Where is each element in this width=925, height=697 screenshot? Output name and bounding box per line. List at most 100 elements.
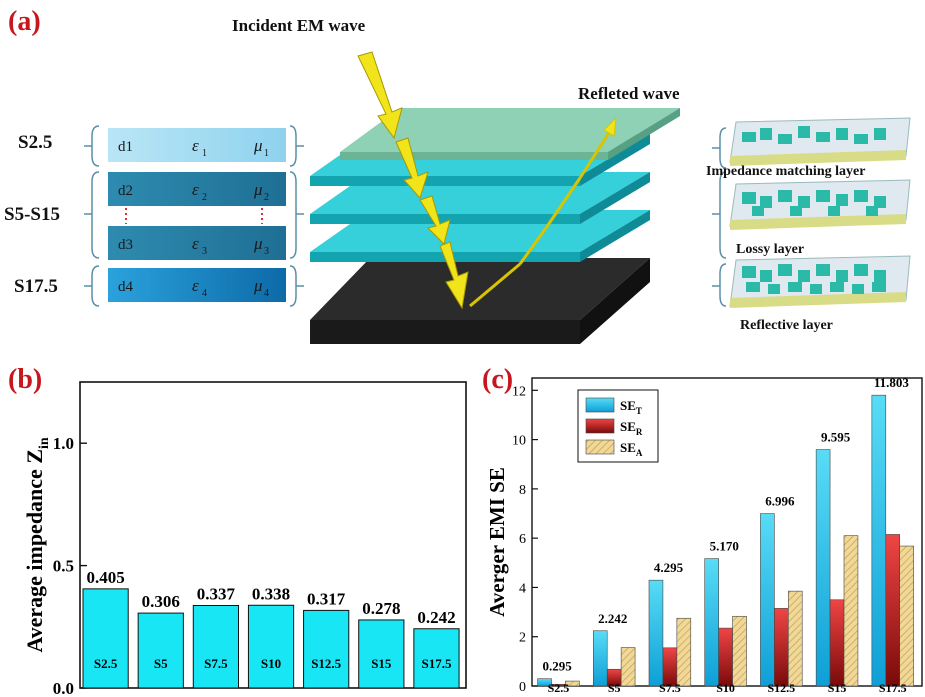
- bar-c-0-5: [815, 449, 831, 687]
- value-label-b-2: 0.337: [197, 585, 236, 604]
- y-tick-label-c-5: 10: [512, 434, 526, 449]
- category-label-c-1: S5: [608, 681, 621, 695]
- value-label-c-4: 6.996: [765, 494, 795, 509]
- param-mu-4-sub: 4: [264, 288, 269, 299]
- param-box-1: [108, 128, 286, 162]
- bar-b-2: [192, 605, 240, 689]
- param-mu-4: μ: [253, 276, 263, 295]
- y-tick-label-c-2: 4: [519, 581, 526, 596]
- category-label-b-1: S5: [154, 656, 168, 671]
- ellipsis-dots: [125, 208, 263, 224]
- param-eps-2-sub: 2: [202, 192, 207, 203]
- bar-b-3: [247, 604, 295, 689]
- value-label-c-2: 4.295: [654, 560, 684, 575]
- category-label-b-5: S15: [371, 656, 392, 671]
- panel-c-letter: (c): [482, 364, 514, 395]
- y-axis-label-c: Averger EMI SE: [485, 467, 509, 617]
- reflected-arrow: [469, 116, 617, 308]
- bar-b-1: [137, 612, 184, 689]
- param-eps-3-sub: 3: [202, 246, 207, 257]
- param-d2: d2: [118, 183, 133, 199]
- incident-arrow: [357, 51, 469, 310]
- bar-b-0: [82, 588, 129, 689]
- incident-wave-label: Incident EM wave: [232, 16, 366, 35]
- y-tick-label-b-0: 0.0: [53, 679, 74, 697]
- param-box-3: [108, 226, 286, 260]
- caption-lossy-layer: Lossy layer: [736, 242, 805, 257]
- y-tick-label-b-2: 1.0: [53, 434, 74, 453]
- param-eps-2: ε: [192, 180, 199, 199]
- bar-b-4: [303, 609, 350, 689]
- category-label-c-3: S10: [716, 681, 735, 695]
- legend-swatch-c-1: [585, 418, 615, 434]
- bar-c-0-1: [592, 630, 608, 687]
- category-label-b-2: S7.5: [204, 656, 228, 671]
- param-eps-4: ε: [192, 276, 199, 295]
- y-tick-label-c-3: 6: [519, 532, 526, 547]
- y-tick-label-c-0: 0: [519, 680, 526, 695]
- bar-c-2-2: [676, 617, 692, 687]
- bar-c-2-4: [787, 590, 803, 687]
- value-label-c-3: 5.170: [710, 539, 739, 554]
- left-brackets: [84, 125, 727, 307]
- value-label-c-0: 0.295: [542, 659, 572, 674]
- param-box-4: [108, 268, 286, 302]
- param-mu-2-sub: 2: [264, 192, 269, 203]
- bar-c-0-4: [760, 513, 775, 687]
- bar-c-1-3: [718, 627, 733, 687]
- y-tick-label-c-6: 12: [512, 384, 526, 399]
- panel-a-letter: (a): [8, 6, 41, 37]
- bar-c-1-4: [774, 608, 789, 687]
- category-label-b-3: S10: [261, 656, 281, 671]
- y-tick-label-c-4: 8: [519, 483, 526, 498]
- value-label-b-3: 0.338: [252, 584, 290, 603]
- bar-c-1-5: [829, 599, 845, 687]
- category-label-b-0: S2.5: [94, 656, 118, 671]
- legend-swatch-c-2: [585, 439, 615, 455]
- value-label-b-0: 0.405: [86, 568, 124, 587]
- value-label-c-1: 2.242: [598, 611, 627, 626]
- param-mu-1: μ: [253, 136, 263, 155]
- bar-c-0-6: [871, 394, 887, 687]
- bar-c-0-0: [537, 678, 552, 687]
- bar-b-5: [358, 619, 405, 689]
- param-eps-3: ε: [192, 234, 199, 253]
- bar-c-0-3: [704, 558, 719, 687]
- param-eps-4-sub: 4: [202, 288, 207, 299]
- category-label-c-4: S12.5: [767, 681, 795, 695]
- y-axis-label-b: Average impedance Zin: [22, 437, 52, 653]
- layer-stack: [310, 108, 680, 344]
- reflected-wave-label: Refleted wave: [578, 84, 680, 103]
- param-mu-3: μ: [253, 234, 263, 253]
- category-label-c-5: S15: [828, 681, 847, 695]
- category-label-b-4: S12.5: [311, 656, 341, 671]
- sample-label-s5-s15: S5-S15: [4, 204, 60, 225]
- param-d3: d3: [118, 237, 133, 253]
- caption-reflective-layer: Reflective layer: [740, 318, 833, 333]
- bar-c-2-0: [565, 680, 580, 687]
- value-label-c-5: 9.595: [821, 430, 851, 445]
- value-label-b-5: 0.278: [362, 599, 400, 618]
- caption-impedance-layer: Impedance matching layer: [706, 164, 866, 179]
- emi-se-bar-chart: 0 2 4 6 8 10 12 Averger EMI SE 0.295 S2.5 2.242 S5 4…: [485, 375, 923, 695]
- value-label-c-6: 11.803: [874, 375, 910, 390]
- param-eps-1-sub: 1: [202, 148, 207, 159]
- sample-label-s2-5: S2.5: [18, 132, 53, 153]
- bar-c-2-6: [899, 545, 914, 687]
- category-label-c-0: S2.5: [548, 681, 570, 695]
- param-mu-2: μ: [253, 180, 263, 199]
- bar-c-2-1: [620, 647, 636, 687]
- layer-model-diagram: d1 d2 d3 d4 ε 1 μ 1 ε 2 μ 2 ε 3 μ 3 ε 4 …: [84, 51, 911, 344]
- value-label-b-4: 0.317: [307, 589, 346, 608]
- bar-c-2-3: [732, 615, 747, 687]
- bar-c-2-5: [843, 535, 859, 687]
- param-mu-1-sub: 1: [264, 148, 269, 159]
- param-mu-3-sub: 3: [264, 246, 269, 257]
- category-label-c-6: S17.5: [879, 681, 907, 695]
- bar-c-0-2: [648, 579, 664, 687]
- y-tick-label-b-1: 0.5: [53, 557, 74, 576]
- param-box-2: [108, 172, 286, 206]
- param-eps-1: ε: [192, 136, 199, 155]
- category-label-c-2: S7.5: [659, 681, 681, 695]
